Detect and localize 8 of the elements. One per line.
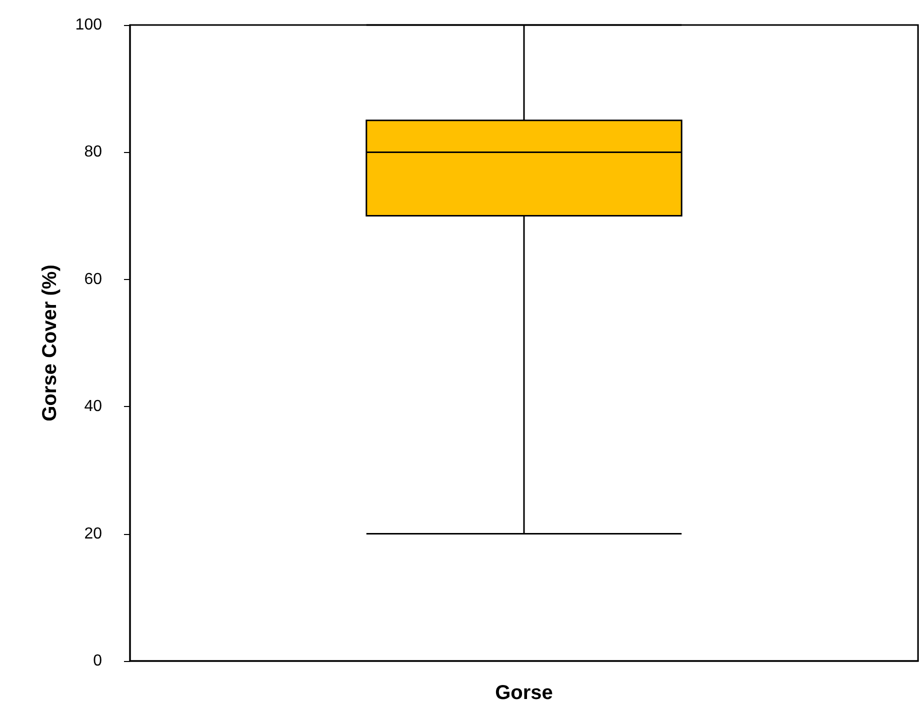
y-tick-label: 80	[84, 144, 102, 161]
y-tick-label: 100	[75, 16, 102, 34]
y-tick-label: 40	[84, 398, 102, 416]
y-tick-label: 0	[93, 652, 102, 670]
y-axis-title: Gorse Cover (%)	[39, 264, 61, 422]
y-tick-label: 20	[84, 525, 102, 542]
x-tick-label: Gorse	[495, 682, 553, 704]
y-tick-label: 60	[84, 270, 102, 288]
